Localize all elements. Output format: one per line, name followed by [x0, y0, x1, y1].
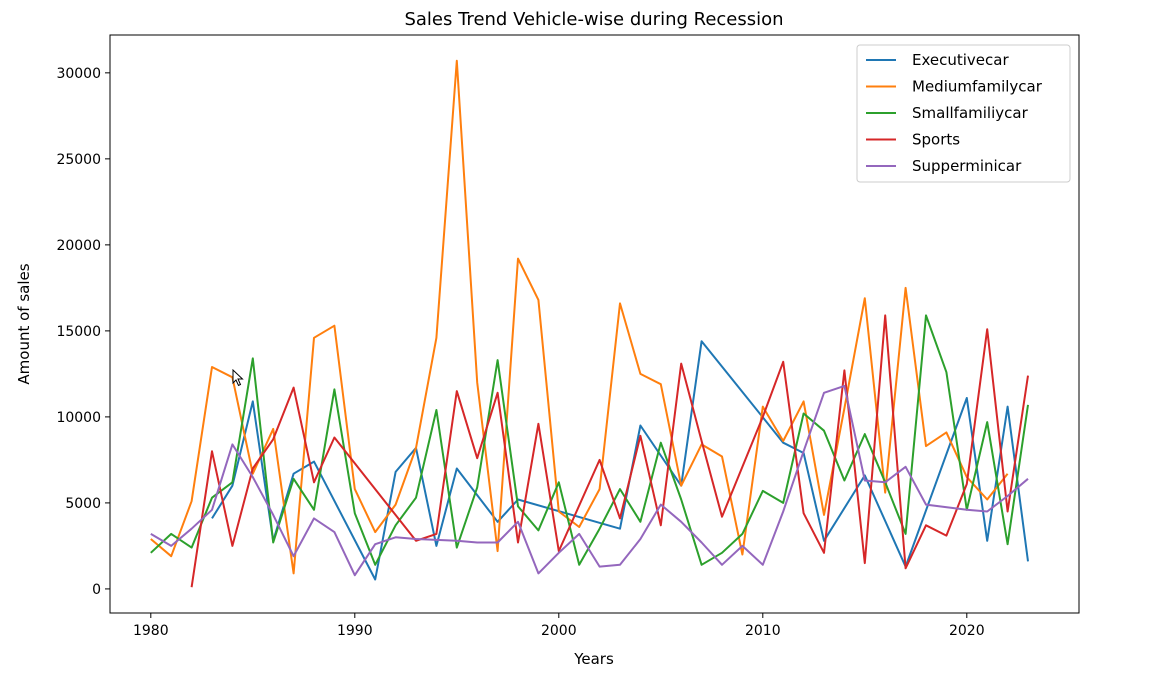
x-tick-label: 2000: [541, 623, 577, 639]
mouse-pointer-icon: [232, 369, 244, 387]
chart-title: Sales Trend Vehicle-wise during Recessio…: [404, 9, 783, 30]
plot-area: [150, 59, 1029, 588]
x-axis: 1980 1990 2000 2010 2020: [133, 613, 985, 639]
x-tick-label: 2010: [745, 623, 781, 639]
legend-label-executivecar: Executivecar: [912, 51, 1009, 69]
series-line-sports: [190, 314, 1029, 588]
x-tick-label: 1980: [133, 623, 169, 639]
legend-box: [856, 44, 1071, 183]
legend-label-smallfamiliycar: Smallfamiliycar: [912, 104, 1029, 122]
y-tick-label: 10000: [56, 410, 101, 426]
legend-label-sports: Sports: [912, 131, 960, 149]
y-axis-label: Amount of sales: [15, 263, 33, 384]
series-line-mediumfamilycar: [150, 59, 1009, 575]
x-tick-label: 1990: [337, 623, 373, 639]
series-line-supperminicar: [150, 384, 1029, 577]
y-tick-label: 5000: [65, 496, 101, 512]
x-axis-label: Years: [573, 650, 614, 668]
y-tick-label: 0: [92, 582, 101, 598]
legend-label-supperminicar: Supperminicar: [912, 157, 1022, 175]
y-axis: 0 5000 10000 15000 20000 25000 30000: [56, 66, 110, 598]
x-tick-label: 2020: [949, 623, 985, 639]
y-tick-label: 25000: [56, 152, 101, 168]
y-tick-label: 15000: [56, 324, 101, 340]
y-tick-label: 30000: [56, 66, 101, 82]
series-line-executivecar: [211, 340, 1029, 581]
series-line-smallfamiliycar: [150, 314, 1029, 566]
legend-label-mediumfamilycar: Mediumfamilycar: [912, 78, 1043, 96]
legend: Executivecar Mediumfamilycar Smallfamiliyc…: [856, 44, 1071, 183]
axes-frame: [109, 34, 1080, 614]
y-tick-label: 20000: [56, 238, 101, 254]
